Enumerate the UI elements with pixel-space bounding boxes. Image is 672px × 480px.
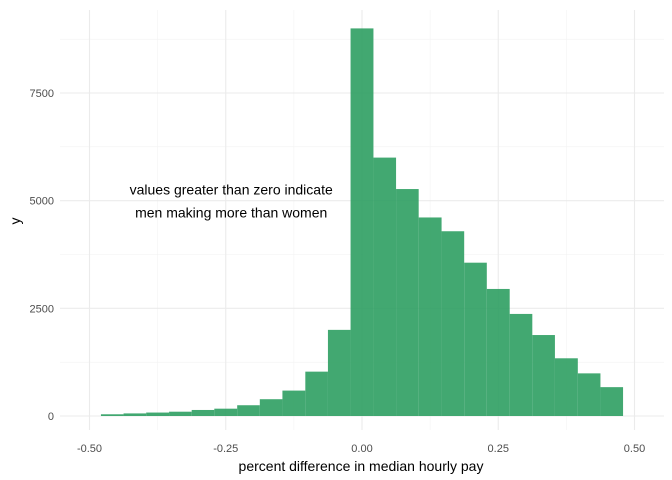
histogram-bar (327, 329, 351, 416)
histogram-bar (486, 288, 510, 416)
histogram-bar (373, 157, 397, 416)
histogram-bar (237, 405, 260, 416)
histogram-bar (282, 390, 306, 416)
histogram-bar (418, 217, 442, 416)
y-tick-label: 2500 (30, 303, 54, 315)
histogram-bar (532, 335, 555, 416)
histogram-bar (214, 408, 238, 416)
histogram-bar (169, 411, 192, 416)
histogram-bar (441, 231, 465, 416)
y-tick-label: 0 (48, 411, 54, 423)
y-tick-label: 5000 (30, 196, 54, 208)
histogram-bar (554, 358, 578, 416)
histogram-bar (350, 28, 374, 417)
histogram-bar (259, 399, 283, 416)
histogram-bar (577, 373, 601, 416)
histogram-bars (100, 28, 624, 417)
annotation-line-2: men making more than women (135, 205, 327, 221)
chart-annotation: values greater than zero indicate men ma… (130, 182, 333, 221)
x-axis-tick-labels: -0.50 -0.25 0.00 0.25 0.50 (77, 443, 645, 455)
histogram-bar (123, 413, 147, 416)
histogram-bar (305, 371, 328, 416)
histogram-bar (464, 262, 487, 416)
histogram-bar (146, 412, 170, 416)
x-tick-label: -0.50 (77, 443, 102, 455)
x-tick-label: 0.50 (624, 443, 645, 455)
y-tick-label: 7500 (30, 88, 54, 100)
y-axis-tick-labels: 0 2500 5000 7500 (30, 88, 54, 423)
x-tick-label: 0.00 (351, 443, 372, 455)
histogram-bar (191, 409, 215, 416)
histogram-bar (509, 313, 533, 416)
y-axis-title: y (7, 218, 23, 225)
x-tick-label: 0.25 (488, 443, 509, 455)
histogram-bar (396, 189, 419, 416)
histogram-bar (100, 414, 124, 416)
x-axis-title: percent difference in median hourly pay (239, 458, 484, 474)
annotation-line-1: values greater than zero indicate (130, 182, 333, 198)
histogram-bar (600, 387, 624, 416)
x-tick-label: -0.25 (213, 443, 238, 455)
